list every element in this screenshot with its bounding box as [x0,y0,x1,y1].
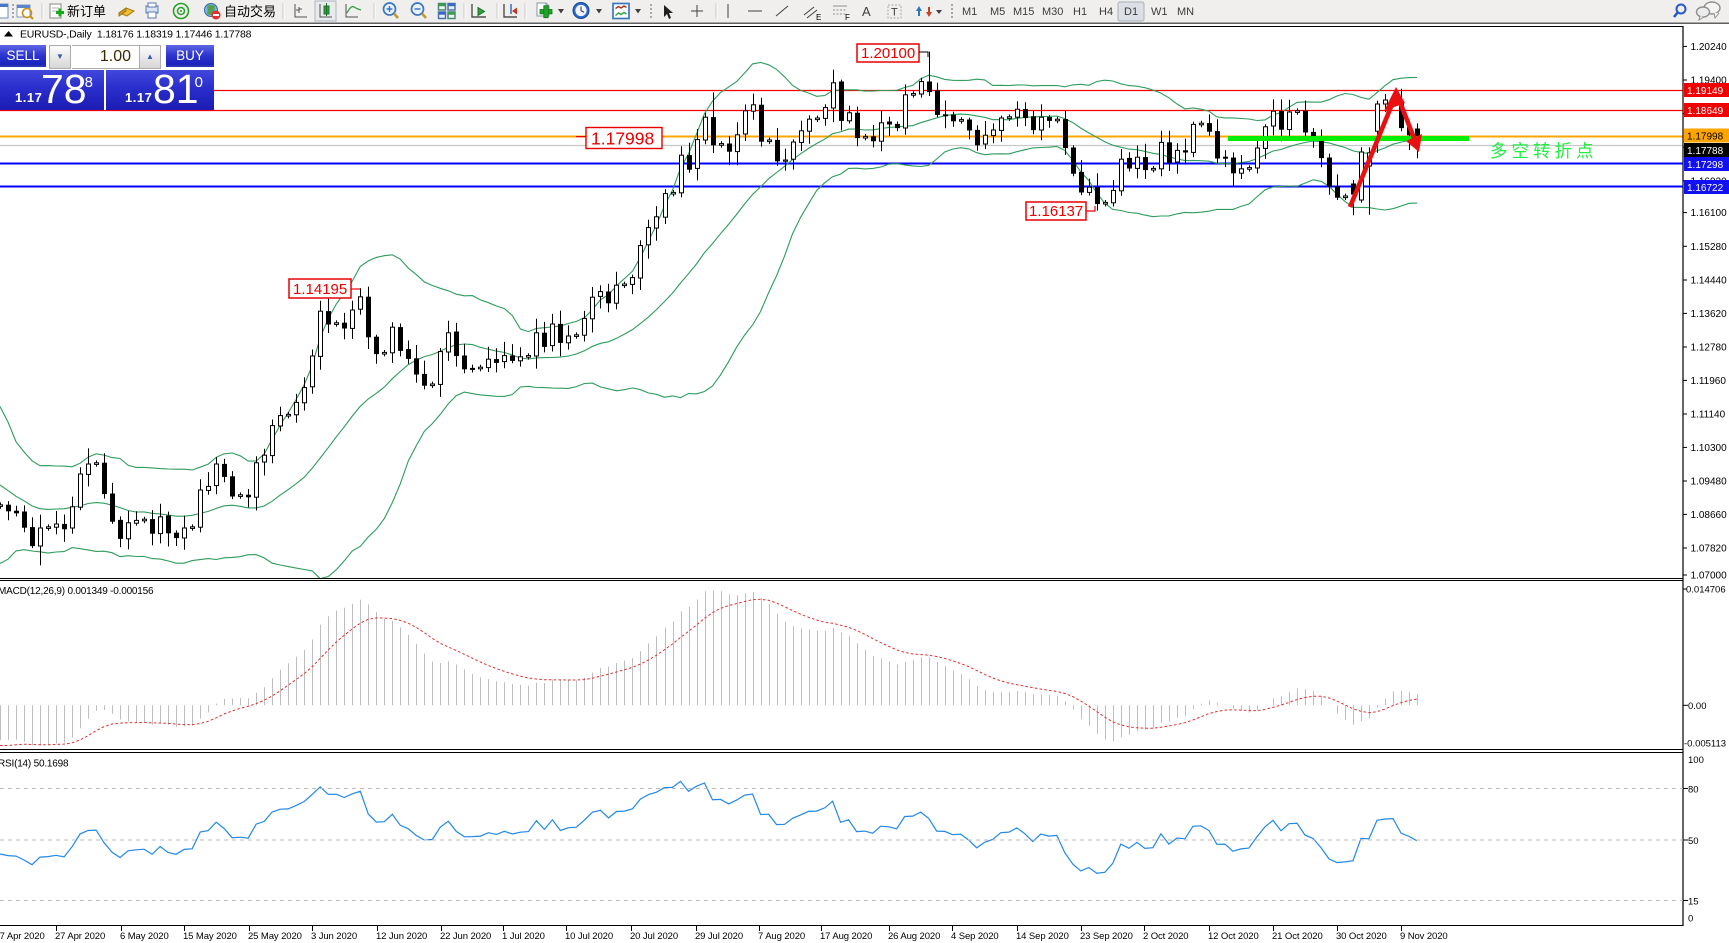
svg-text:14 Sep 2020: 14 Sep 2020 [1016,931,1069,942]
svg-text:30 Oct 2020: 30 Oct 2020 [1336,931,1387,942]
svg-text:自动交易: 自动交易 [224,4,276,19]
svg-text:M5: M5 [990,6,1005,18]
svg-text:1.10300: 1.10300 [1691,443,1728,454]
svg-text:3 Jun 2020: 3 Jun 2020 [311,931,357,942]
svg-text:6 May 2020: 6 May 2020 [120,931,169,942]
svg-text:2 Oct 2020: 2 Oct 2020 [1143,931,1188,942]
svg-text:9 Nov 2020: 9 Nov 2020 [1400,931,1448,942]
svg-text:1.07820: 1.07820 [1691,544,1728,555]
svg-text:1.13620: 1.13620 [1691,309,1728,320]
svg-text:0.014706: 0.014706 [1686,585,1726,596]
svg-text:1.19149: 1.19149 [1687,86,1724,97]
svg-text:4 Sep 2020: 4 Sep 2020 [951,931,999,942]
svg-text:50: 50 [1688,836,1699,847]
svg-text:25 May 2020: 25 May 2020 [248,931,302,942]
svg-text:H4: H4 [1099,6,1113,18]
svg-text:17 Apr 2020: 17 Apr 2020 [0,931,45,942]
svg-text:H1: H1 [1073,6,1087,18]
svg-text:多空转折点: 多空转折点 [1490,141,1598,161]
svg-text:T: T [891,7,898,19]
svg-text:27 Apr 2020: 27 Apr 2020 [55,931,105,942]
svg-text:MN: MN [1177,6,1194,18]
svg-text:7 Aug 2020: 7 Aug 2020 [758,931,805,942]
svg-text:0.00: 0.00 [1688,701,1707,712]
svg-text:1.17998: 1.17998 [591,129,654,149]
svg-text:D1: D1 [1124,6,1138,18]
svg-text:F: F [845,13,850,22]
svg-text:17 Aug 2020: 17 Aug 2020 [820,931,872,942]
svg-text:1.11960: 1.11960 [1691,376,1727,387]
svg-text:1.07000: 1.07000 [1691,571,1728,582]
svg-text:1.19400: 1.19400 [1691,76,1728,87]
svg-text:15 May 2020: 15 May 2020 [183,931,237,942]
svg-text:10 Jul 2020: 10 Jul 2020 [565,931,613,942]
svg-text:26 Aug 2020: 26 Aug 2020 [888,931,940,942]
svg-text:M30: M30 [1042,6,1063,18]
svg-text:1.09480: 1.09480 [1691,477,1728,488]
svg-text:1.14195: 1.14195 [293,281,347,298]
svg-text:0: 0 [1688,914,1693,925]
svg-text:M15: M15 [1013,6,1034,18]
svg-text:1.15280: 1.15280 [1691,242,1728,253]
svg-text:1 Jul 2020: 1 Jul 2020 [502,931,545,942]
svg-text:1.14440: 1.14440 [1691,276,1728,287]
svg-text:21 Oct 2020: 21 Oct 2020 [1272,931,1323,942]
svg-text:15: 15 [1688,897,1699,908]
svg-text:1.16137: 1.16137 [1029,203,1083,220]
svg-text:1.08660: 1.08660 [1691,510,1728,521]
svg-text:RSI(14) 50.1698: RSI(14) 50.1698 [0,759,69,770]
svg-text:12 Oct 2020: 12 Oct 2020 [1208,931,1259,942]
svg-text:80: 80 [1688,785,1699,796]
svg-text:MACD(12,26,9) 0.001349 -0.0001: MACD(12,26,9) 0.001349 -0.000156 [0,586,154,597]
svg-text:22 Jun 2020: 22 Jun 2020 [440,931,491,942]
svg-text:-0.005113: -0.005113 [1684,738,1726,749]
svg-text:1.20240: 1.20240 [1691,42,1728,53]
svg-text:1.18649: 1.18649 [1687,106,1724,117]
svg-text:E: E [816,13,821,22]
svg-text:1.17298: 1.17298 [1687,160,1724,171]
svg-text:M1: M1 [962,6,977,18]
svg-text:12 Jun 2020: 12 Jun 2020 [376,931,427,942]
svg-text:EURUSD-,Daily 1.18176 1.18319: EURUSD-,Daily 1.18176 1.18319 1.17446 1.… [20,29,252,41]
svg-text:1.12780: 1.12780 [1691,343,1728,354]
svg-text:A: A [862,4,871,19]
svg-text:1.17998: 1.17998 [1687,132,1724,143]
svg-text:1.16722: 1.16722 [1687,183,1724,194]
svg-text:1.20100: 1.20100 [861,45,915,62]
svg-text:新订单: 新订单 [67,4,106,19]
svg-text:1.17788: 1.17788 [1687,146,1724,157]
svg-text:23 Sep 2020: 23 Sep 2020 [1080,931,1133,942]
svg-text:1.11140: 1.11140 [1691,410,1726,421]
svg-text:1.16100: 1.16100 [1691,208,1728,219]
svg-text:29 Jul 2020: 29 Jul 2020 [695,931,743,942]
svg-text:100: 100 [1688,755,1704,766]
svg-text:W1: W1 [1151,6,1168,18]
svg-text:20 Jul 2020: 20 Jul 2020 [630,931,678,942]
